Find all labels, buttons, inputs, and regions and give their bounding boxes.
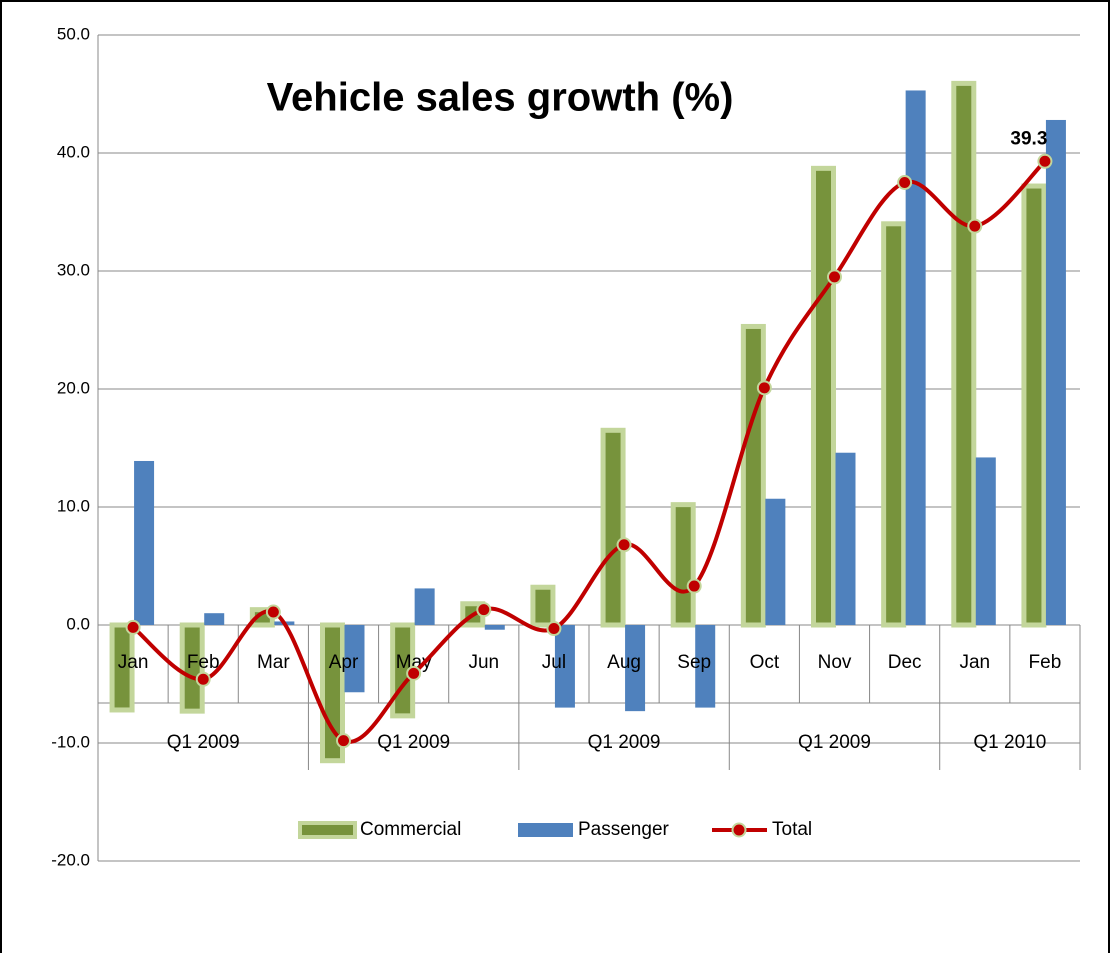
- bar: [740, 323, 766, 628]
- bar: [600, 427, 626, 628]
- x-tick-label: May: [396, 652, 432, 673]
- bar: [625, 625, 646, 712]
- x-tick-label: Dec: [888, 652, 922, 673]
- bar: [811, 165, 836, 628]
- bar: [554, 625, 575, 708]
- bar: [1021, 183, 1047, 628]
- marker: [476, 602, 492, 618]
- marker: [265, 604, 281, 620]
- marker: [546, 621, 562, 637]
- bar: [179, 622, 205, 714]
- group-label: Q1 2010: [973, 732, 1046, 753]
- x-tick-label: Oct: [750, 652, 780, 673]
- x-tick-label: Aug: [607, 652, 641, 673]
- x-tick-label: Apr: [329, 652, 359, 673]
- marker: [756, 380, 772, 396]
- bar: [765, 498, 786, 625]
- y-tick-label: -20.0: [51, 850, 90, 869]
- bar: [951, 80, 977, 628]
- x-tick-label: Nov: [818, 652, 852, 673]
- marker: [967, 218, 983, 234]
- group-label: Q1 2009: [798, 732, 871, 753]
- line: [131, 159, 1047, 744]
- bar: [670, 502, 696, 628]
- marker: [827, 269, 842, 285]
- marker: [195, 671, 211, 687]
- marker: [336, 733, 351, 749]
- y-tick-label: 0.0: [66, 614, 90, 633]
- legend-label: Total: [772, 819, 812, 840]
- y-tick-label: 30.0: [57, 260, 90, 279]
- bar: [881, 221, 907, 628]
- marker: [125, 619, 141, 635]
- bar: [695, 625, 716, 708]
- y-tick-label: 10.0: [57, 496, 90, 515]
- marker: [686, 578, 702, 594]
- x-tick-label: Jan: [118, 652, 149, 673]
- bar: [320, 622, 345, 764]
- y-tick-label: -10.0: [51, 732, 90, 751]
- marker: [406, 665, 422, 681]
- x-tick-label: Mar: [257, 652, 290, 673]
- y-tick-label: 40.0: [57, 142, 90, 161]
- bar: [414, 588, 435, 625]
- bar: [204, 613, 225, 625]
- marker: [1037, 153, 1053, 169]
- y-tick-label: 50.0: [57, 24, 90, 43]
- bar: [905, 90, 926, 625]
- bar: [1045, 119, 1066, 626]
- legend-swatch: [298, 821, 357, 839]
- x-tick-label: Jan: [959, 652, 990, 673]
- data-label: 39.3: [1010, 128, 1047, 149]
- bar: [134, 460, 155, 625]
- legend-swatch: [518, 823, 573, 837]
- bar: [484, 625, 505, 630]
- bar: [344, 625, 365, 693]
- marker: [616, 537, 632, 553]
- group-label: Q1 2009: [167, 732, 240, 753]
- marker: [897, 175, 913, 190]
- x-tick-label: Sep: [677, 652, 711, 673]
- group-label: Q1 2009: [588, 732, 661, 753]
- legend-label: Commercial: [360, 819, 461, 840]
- bar: [109, 622, 135, 713]
- x-tick-label: Feb: [1029, 652, 1062, 673]
- x-tick-label: Jun: [468, 652, 499, 673]
- bar: [975, 457, 996, 625]
- bar: [835, 452, 856, 625]
- group-label: Q1 2009: [377, 732, 450, 753]
- x-tick-label: Jul: [542, 652, 566, 673]
- chart-title: Vehicle sales growth (%): [267, 76, 734, 120]
- bar: [530, 584, 556, 628]
- y-tick-label: 20.0: [57, 378, 90, 397]
- x-tick-label: Feb: [187, 652, 220, 673]
- legend-label: Passenger: [578, 819, 670, 840]
- legend-swatch: [731, 822, 747, 838]
